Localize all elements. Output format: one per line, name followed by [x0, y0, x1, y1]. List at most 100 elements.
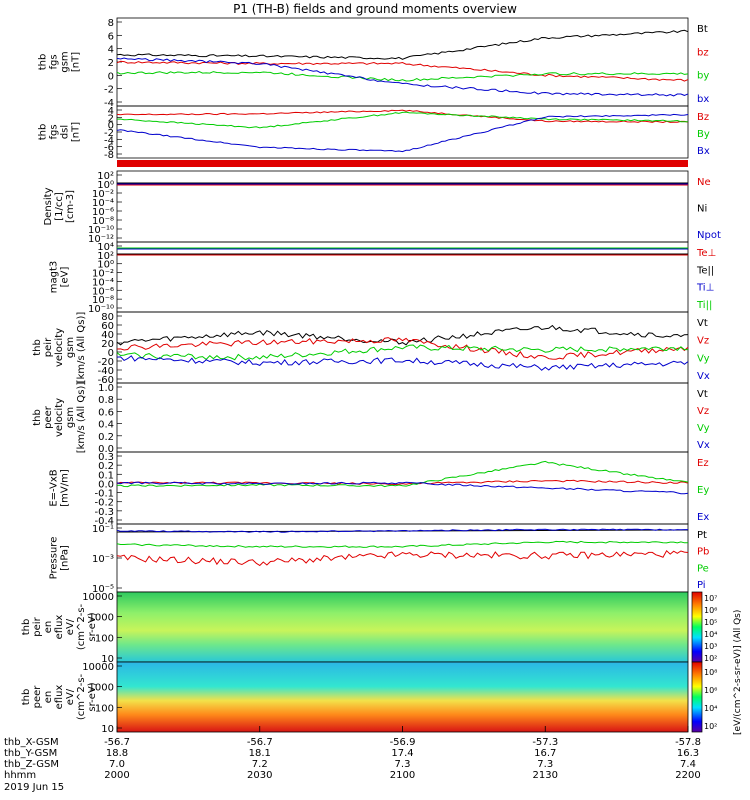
y-tick-label: -2 — [104, 128, 114, 139]
y-axis-label: peir — [32, 616, 43, 636]
x-value: 7.3 — [537, 759, 553, 770]
y-tick-label: 10⁻¹⁰ — [88, 225, 114, 236]
y-axis-label: [cm-3] — [65, 190, 76, 223]
y-tick-label: 10⁻⁴ — [92, 198, 114, 209]
colorbar-ticks: 10⁷ 10⁶ 10⁵ 10⁴ 10³ 10² 10⁸ 10⁶ 10⁴ 10² — [704, 594, 717, 731]
panel-frame — [116, 311, 689, 384]
y-tick-label: -40 — [98, 366, 114, 377]
legend-vz: Vz — [697, 406, 709, 417]
y-axis-label: peir — [43, 337, 54, 357]
y-tick-label: 10⁻² — [92, 269, 114, 280]
legend-ex: Ex — [697, 512, 709, 523]
y-tick-label: 8 — [108, 18, 114, 29]
y-axis-label: [km/s (All Qs)] — [76, 312, 87, 384]
legend-vt: Vt — [697, 389, 708, 400]
legend-by: By — [697, 129, 710, 140]
legend-vy: Vy — [697, 423, 710, 434]
y-tick-label: 10⁻⁸ — [92, 295, 114, 306]
legend-bz: bz — [697, 47, 709, 58]
y-tick-label: 0.2 — [98, 461, 114, 472]
legend-npot: Npot — [697, 230, 721, 241]
y-tick-label: 10² — [97, 251, 114, 262]
series-vy — [116, 344, 688, 361]
y-tick-label: -4 — [104, 135, 114, 146]
y-tick-label: 10⁻⁸ — [92, 216, 114, 227]
colorbar-bottom — [691, 661, 703, 733]
colorbar-tick: 10⁷ — [704, 594, 717, 603]
y-axis-label: [1/cc] — [54, 192, 65, 221]
y-axis-label: fgs — [49, 54, 60, 69]
y-axis-label: peer — [43, 405, 54, 429]
y-tick-label: 100 — [95, 633, 114, 644]
y-axis-label: (cm^2-s- — [76, 673, 87, 720]
legend-bx: Bx — [697, 146, 710, 157]
x-value: 7.0 — [109, 759, 125, 770]
y-axis-label: eflux — [54, 615, 65, 640]
y-axis-label: eV/ — [65, 618, 76, 635]
y-tick-label: 6 — [108, 31, 114, 42]
panel-peer_spec: 10000 1000 100 10 thb peer en eflux eV/(cm^2-s-s… — [21, 661, 689, 735]
y-tick-label: 1000 — [89, 613, 114, 624]
x-value: 2200 — [675, 770, 700, 781]
y-tick-label: 0.2 — [98, 432, 114, 443]
pressure-pi — [116, 528, 688, 533]
y-axis-label: eflux — [54, 685, 65, 710]
y-tick-label: -0.4 — [94, 516, 114, 527]
x-value: 18.1 — [249, 748, 271, 759]
colorbar-tick: 10² — [704, 654, 717, 663]
legend-pt: Pt — [697, 530, 707, 541]
y-tick-label: 10000 — [82, 662, 114, 673]
colorbar-tick: 10⁵ — [704, 618, 717, 627]
x-value: 16.7 — [534, 748, 556, 759]
legend-pb: Pb — [697, 547, 709, 558]
x-value: 17.4 — [391, 748, 413, 759]
legend-bt: Bt — [697, 24, 708, 35]
y-axis-label: thb — [21, 619, 32, 636]
legend-ti||: Ti|| — [696, 300, 712, 311]
legend-te||: Te|| — [696, 265, 714, 276]
y-tick-label: 10⁰ — [97, 180, 114, 191]
y-tick-label: 10⁻¹⁰ — [88, 304, 114, 315]
spectrogram-peir — [117, 592, 688, 662]
y-tick-label: -4 — [104, 98, 114, 109]
y-axis-label: (cm^2-s- — [76, 603, 87, 650]
y-tick-label: 80 — [101, 312, 114, 323]
legend-pe: Pe — [697, 563, 709, 574]
series-bx — [116, 113, 689, 153]
y-tick-label: 100 — [95, 703, 114, 714]
y-tick-label: -6 — [104, 143, 114, 154]
x-axis: thb_X-GSM -56.7 -56.7 -56.9 -57.3 -57.8 thb_Y-… — [4, 726, 701, 793]
y-tick-label: 10 — [101, 724, 114, 735]
y-axis-label: thb — [32, 409, 43, 426]
y-tick-label: 2 — [108, 58, 114, 69]
x-value: 2030 — [247, 770, 272, 781]
panel-peir_spec: 10000 1000 100 10 thb peir en eflux eV/(cm^2-s-s… — [21, 591, 689, 665]
legend-bx: bx — [697, 94, 709, 105]
y-tick-label: 10⁻² — [92, 189, 114, 200]
y-tick-label: 10⁻³ — [92, 554, 114, 565]
y-tick-label: -0.3 — [94, 507, 114, 518]
x-value: 2100 — [390, 770, 415, 781]
colorbar-tick: 10⁴ — [704, 630, 717, 639]
y-tick-label: 10⁻⁶ — [92, 286, 114, 297]
y-axis-label: thb — [38, 124, 49, 141]
y-tick-label: 0.8 — [98, 395, 114, 406]
x-value: 2000 — [104, 770, 129, 781]
x-row-label: thb_Y-GSM — [4, 748, 57, 759]
y-axis-label: thb — [38, 54, 49, 71]
series-bz — [116, 109, 689, 124]
series-bx — [116, 57, 689, 97]
legend-ti⊥: Ti⊥ — [696, 283, 714, 294]
series-by — [116, 111, 689, 129]
y-axis-label: thb — [32, 339, 43, 356]
y-tick-label: 10⁴ — [97, 242, 114, 253]
legend-bz: Bz — [697, 112, 709, 123]
x-value: 7.3 — [395, 759, 411, 770]
legend-vx: Vx — [697, 440, 710, 451]
y-axis-label: Density — [43, 187, 54, 225]
y-axis-label: gsm — [60, 51, 71, 72]
panel-fgs: 8 6 4 2 0 -2 -4 thb fgs gsm [nT] Bt bz by bx — [38, 17, 709, 109]
x-value: -57.8 — [675, 737, 701, 748]
y-tick-label: 0 — [108, 121, 114, 132]
